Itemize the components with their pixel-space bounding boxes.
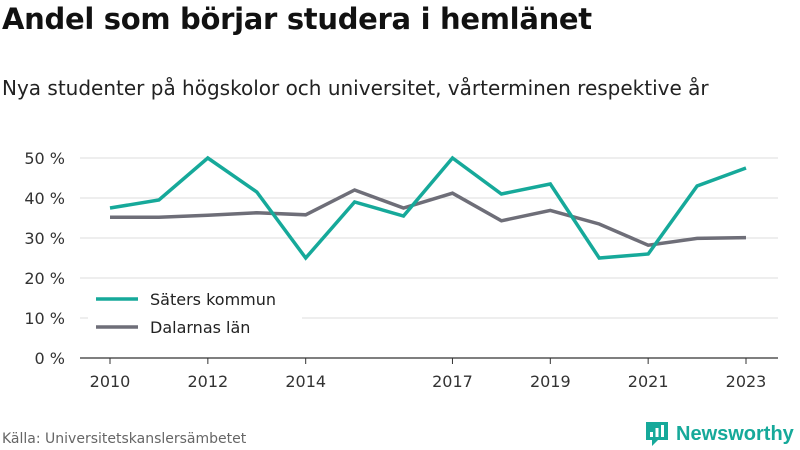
x-tick-label: 2017 — [432, 372, 473, 391]
series-lines — [109, 155, 747, 261]
y-tick-label: 40 % — [24, 189, 65, 208]
x-tick-label: 2012 — [187, 372, 228, 391]
x-axis: 2010 2012 2014 2017 2019 2021 2023 — [80, 357, 778, 391]
series-line — [109, 155, 747, 261]
brand-logo[interactable]: Newsworthy — [644, 420, 794, 448]
brand-name: Newsworthy — [676, 422, 794, 445]
legend: Säters kommun Dalarnas län — [88, 284, 302, 344]
x-tick-label: 2021 — [628, 372, 669, 391]
legend-label: Dalarnas län — [150, 318, 250, 337]
y-tick-label: 30 % — [24, 229, 65, 248]
legend-label: Säters kommun — [150, 290, 276, 309]
x-tick-label: 2014 — [285, 372, 326, 391]
x-tick-label: 2019 — [530, 372, 571, 391]
series-line — [110, 188, 747, 248]
y-tick-label: 20 % — [24, 269, 65, 288]
y-tick-label: 0 % — [35, 349, 65, 368]
y-axis: 0 % 10 % 20 % 30 % 40 % 50 % — [24, 149, 65, 368]
legend-background — [88, 284, 302, 344]
source-note: Källa: Universitetskanslersämbetet — [2, 431, 247, 447]
chart-title: Andel som börjar studera i hemlänet — [2, 2, 592, 36]
y-tick-label: 10 % — [24, 309, 65, 328]
x-tick-label: 2010 — [90, 372, 131, 391]
y-tick-label: 50 % — [24, 149, 65, 168]
newsworthy-logo-icon — [646, 422, 668, 446]
line-chart: 0 % 10 % 20 % 30 % 40 % 50 % 2010 2012 2014 2017… — [24, 149, 778, 391]
x-tick-label: 2023 — [726, 372, 767, 391]
chart-subtitle: Nya studenter på högskolor och universit… — [2, 76, 709, 100]
